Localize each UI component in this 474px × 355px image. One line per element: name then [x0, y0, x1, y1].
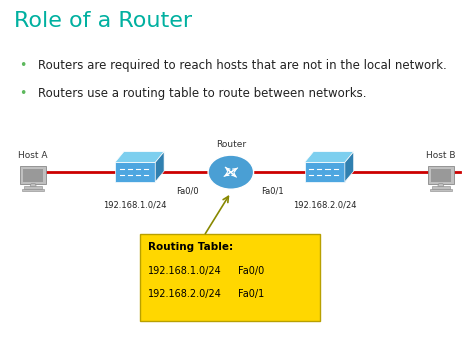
Text: 192.168.1.0/24: 192.168.1.0/24 — [148, 266, 222, 275]
Text: Fa0/0: Fa0/0 — [238, 266, 264, 275]
Text: Router: Router — [216, 140, 246, 149]
Polygon shape — [115, 162, 155, 182]
Text: Fa0/1: Fa0/1 — [238, 289, 264, 299]
Polygon shape — [432, 186, 450, 189]
Polygon shape — [23, 169, 43, 182]
Text: 192.168.2.0/24: 192.168.2.0/24 — [148, 289, 222, 299]
Polygon shape — [428, 166, 454, 184]
Polygon shape — [22, 189, 44, 191]
Text: •: • — [19, 59, 27, 72]
Polygon shape — [345, 152, 354, 182]
Circle shape — [208, 155, 254, 189]
Text: Routing Table:: Routing Table: — [148, 242, 233, 252]
Polygon shape — [115, 152, 164, 162]
Text: Fa0/0: Fa0/0 — [176, 186, 199, 196]
Polygon shape — [431, 169, 451, 182]
Text: •: • — [19, 87, 27, 100]
Polygon shape — [24, 186, 42, 189]
Polygon shape — [20, 166, 46, 184]
Polygon shape — [438, 184, 444, 186]
Polygon shape — [304, 162, 345, 182]
Text: 192.168.2.0/24: 192.168.2.0/24 — [293, 201, 356, 210]
Text: 192.168.1.0/24: 192.168.1.0/24 — [103, 201, 167, 210]
Polygon shape — [30, 184, 36, 186]
Polygon shape — [430, 189, 452, 191]
Text: Host A: Host A — [18, 151, 48, 160]
Text: Fa0/1: Fa0/1 — [261, 186, 284, 196]
Text: Routers are required to reach hosts that are not in the local network.: Routers are required to reach hosts that… — [38, 59, 447, 72]
Polygon shape — [155, 152, 164, 182]
FancyBboxPatch shape — [140, 234, 320, 321]
Text: Role of a Router: Role of a Router — [14, 11, 192, 31]
Polygon shape — [304, 152, 354, 162]
Text: Routers use a routing table to route between networks.: Routers use a routing table to route bet… — [38, 87, 366, 100]
Text: Host B: Host B — [426, 151, 456, 160]
